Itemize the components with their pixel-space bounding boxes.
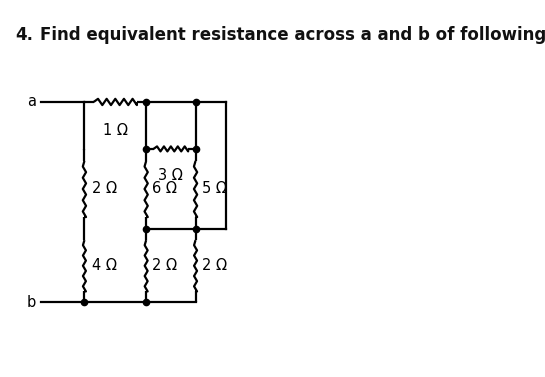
Text: b: b [27, 295, 37, 310]
Text: 2 Ω: 2 Ω [202, 258, 227, 273]
Text: Find equivalent resistance across a and b of following circuit:: Find equivalent resistance across a and … [40, 26, 545, 44]
Text: 6 Ω: 6 Ω [153, 181, 177, 196]
Text: a: a [27, 95, 37, 109]
Text: 4 Ω: 4 Ω [92, 258, 117, 273]
Text: 3 Ω: 3 Ω [159, 169, 183, 184]
Text: 2 Ω: 2 Ω [92, 181, 117, 196]
Text: 1 Ω: 1 Ω [103, 124, 128, 138]
Text: 4.: 4. [15, 26, 33, 44]
Text: 5 Ω: 5 Ω [202, 181, 227, 196]
Text: 2 Ω: 2 Ω [153, 258, 177, 273]
